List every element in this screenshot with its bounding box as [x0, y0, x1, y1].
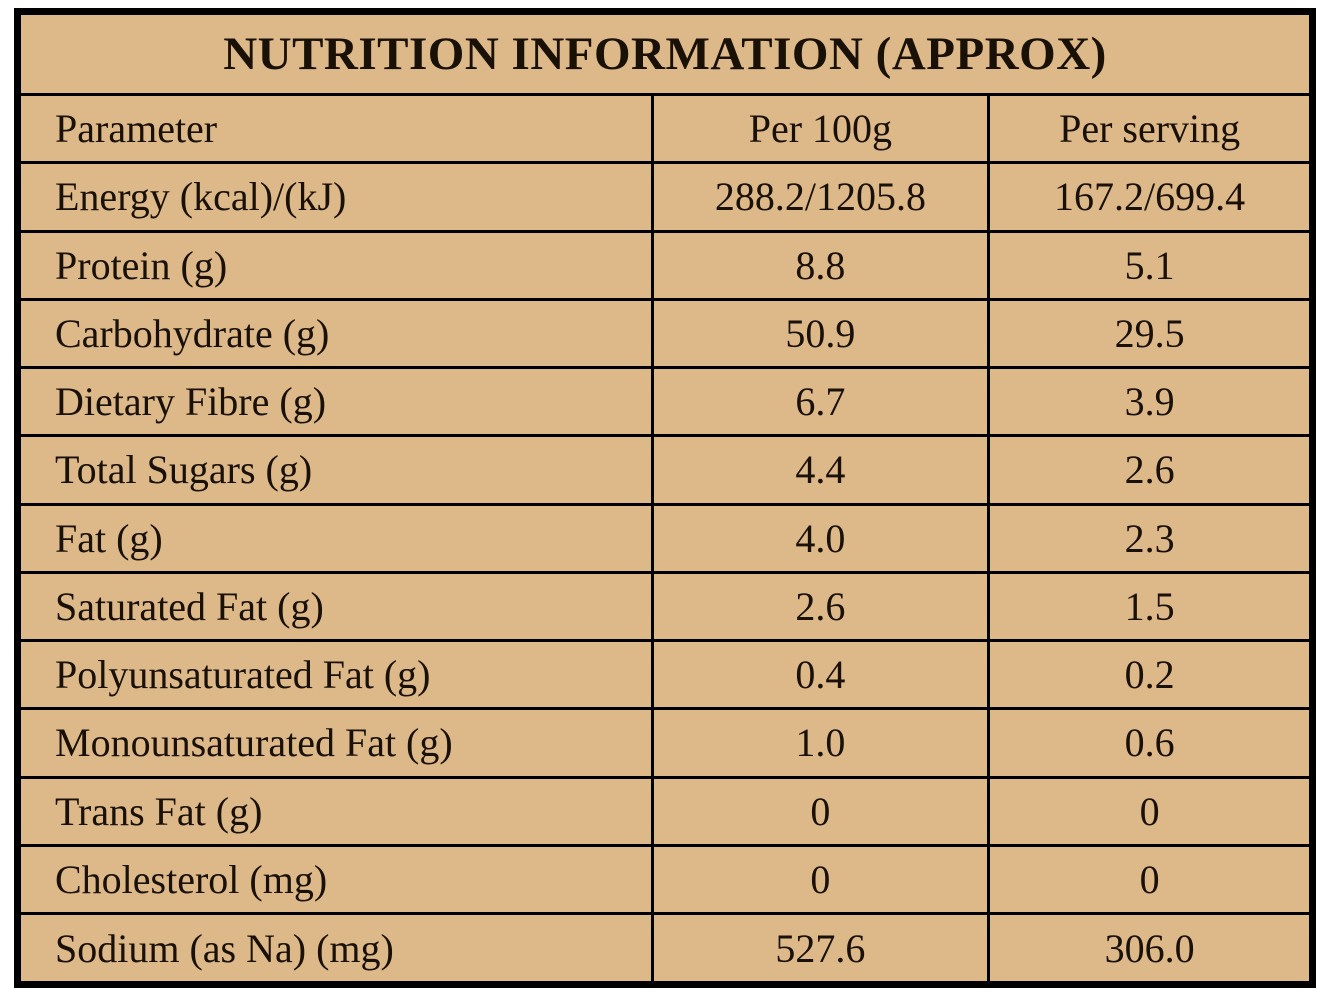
- column-header-per-serving: Per serving: [987, 92, 1314, 165]
- table-row: Fat (g) 4.0 2.3: [16, 502, 1314, 574]
- row-value-per-100g: 2.6: [650, 570, 991, 643]
- title-row: NUTRITION INFORMATION (APPROX): [16, 10, 1314, 96]
- table-row: Energy (kcal)/(kJ) 288.2/1205.8 167.2/69…: [16, 161, 1314, 233]
- row-value-per-100g: 1.0: [650, 707, 991, 779]
- row-value-per-serving: 0.2: [987, 638, 1314, 711]
- column-header-parameter: Parameter: [16, 92, 654, 165]
- table-row: Protein (g) 8.8 5.1: [16, 229, 1314, 301]
- row-value-per-100g: 0: [650, 843, 991, 916]
- row-value-per-serving: 306.0: [987, 912, 1314, 986]
- table-row: Total Sugars (g) 4.4 2.6: [16, 434, 1314, 506]
- table-row: Sodium (as Na) (mg) 527.6 306.0: [16, 912, 1314, 986]
- row-value-per-100g: 0: [650, 775, 991, 847]
- row-value-per-serving: 1.5: [987, 570, 1314, 643]
- row-value-per-serving: 0: [987, 775, 1314, 847]
- row-value-per-serving: 2.6: [987, 434, 1314, 506]
- column-header-per-100g: Per 100g: [650, 92, 991, 165]
- row-value-per-100g: 50.9: [650, 297, 991, 370]
- row-value-per-100g: 4.4: [650, 434, 991, 506]
- table-title: NUTRITION INFORMATION (APPROX): [16, 10, 1314, 96]
- row-parameter: Protein (g): [16, 229, 654, 301]
- table-row: Saturated Fat (g) 2.6 1.5: [16, 570, 1314, 643]
- row-value-per-serving: 0.6: [987, 707, 1314, 779]
- row-parameter: Energy (kcal)/(kJ): [16, 161, 654, 233]
- table-row: Cholesterol (mg) 0 0: [16, 843, 1314, 916]
- row-value-per-100g: 6.7: [650, 365, 991, 438]
- table-row: Carbohydrate (g) 50.9 29.5: [16, 297, 1314, 370]
- row-parameter: Monounsaturated Fat (g): [16, 707, 654, 779]
- table-row: Dietary Fibre (g) 6.7 3.9: [16, 365, 1314, 438]
- row-value-per-serving: 167.2/699.4: [987, 161, 1314, 233]
- row-parameter: Cholesterol (mg): [16, 843, 654, 916]
- row-parameter: Saturated Fat (g): [16, 570, 654, 643]
- nutrition-table: NUTRITION INFORMATION (APPROX) Parameter…: [14, 8, 1316, 988]
- row-parameter: Trans Fat (g): [16, 775, 654, 847]
- row-parameter: Carbohydrate (g): [16, 297, 654, 370]
- row-value-per-serving: 0: [987, 843, 1314, 916]
- table-row: Trans Fat (g) 0 0: [16, 775, 1314, 847]
- row-value-per-serving: 2.3: [987, 502, 1314, 574]
- header-row: Parameter Per 100g Per serving: [16, 92, 1314, 165]
- row-value-per-100g: 288.2/1205.8: [650, 161, 991, 233]
- row-value-per-serving: 29.5: [987, 297, 1314, 370]
- row-value-per-100g: 527.6: [650, 912, 991, 986]
- row-value-per-100g: 4.0: [650, 502, 991, 574]
- row-value-per-100g: 0.4: [650, 638, 991, 711]
- row-parameter: Total Sugars (g): [16, 434, 654, 506]
- row-parameter: Polyunsaturated Fat (g): [16, 638, 654, 711]
- row-parameter: Sodium (as Na) (mg): [16, 912, 654, 986]
- table-row: Monounsaturated Fat (g) 1.0 0.6: [16, 707, 1314, 779]
- row-parameter: Dietary Fibre (g): [16, 365, 654, 438]
- table-row: Polyunsaturated Fat (g) 0.4 0.2: [16, 638, 1314, 711]
- row-value-per-serving: 3.9: [987, 365, 1314, 438]
- row-value-per-serving: 5.1: [987, 229, 1314, 301]
- row-parameter: Fat (g): [16, 502, 654, 574]
- row-value-per-100g: 8.8: [650, 229, 991, 301]
